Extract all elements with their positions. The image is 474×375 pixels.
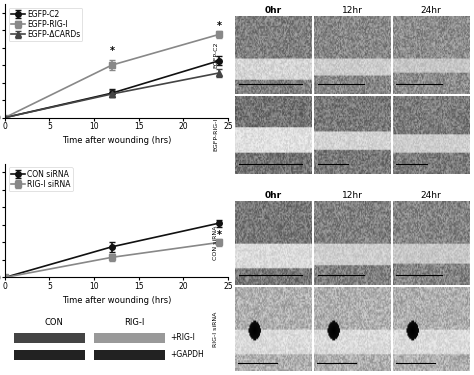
Text: *: * <box>109 46 114 56</box>
Text: +GAPDH: +GAPDH <box>170 350 204 359</box>
X-axis label: Time after wounding (hrs): Time after wounding (hrs) <box>62 136 171 146</box>
Text: RIG-I siRNA: RIG-I siRNA <box>213 312 218 347</box>
Bar <box>14 350 85 360</box>
Legend: CON siRNA, RIG-I siRNA: CON siRNA, RIG-I siRNA <box>9 167 73 191</box>
X-axis label: Time after wounding (hrs): Time after wounding (hrs) <box>62 296 171 305</box>
Text: EGFP-C2: EGFP-C2 <box>213 42 218 68</box>
Bar <box>94 350 165 360</box>
Text: CON siRNA: CON siRNA <box>213 226 218 260</box>
Text: *: * <box>217 21 221 31</box>
Text: 12hr: 12hr <box>342 6 363 15</box>
Text: CON: CON <box>45 318 64 327</box>
Legend: EGFP-C2, EGFP-RIG-I, EGFP-ΔCARDs: EGFP-C2, EGFP-RIG-I, EGFP-ΔCARDs <box>9 8 82 42</box>
Text: RIG-I: RIG-I <box>124 318 145 327</box>
Text: *: * <box>217 230 221 240</box>
Text: 12hr: 12hr <box>342 191 363 200</box>
Text: 0hr: 0hr <box>264 6 282 15</box>
Bar <box>14 333 85 342</box>
Bar <box>94 333 165 342</box>
Text: EGFP-RIG-I: EGFP-RIG-I <box>213 118 218 152</box>
Text: +RIG-I: +RIG-I <box>170 333 195 342</box>
Text: 24hr: 24hr <box>420 191 441 200</box>
Text: 0hr: 0hr <box>264 191 282 200</box>
Text: 24hr: 24hr <box>420 6 441 15</box>
